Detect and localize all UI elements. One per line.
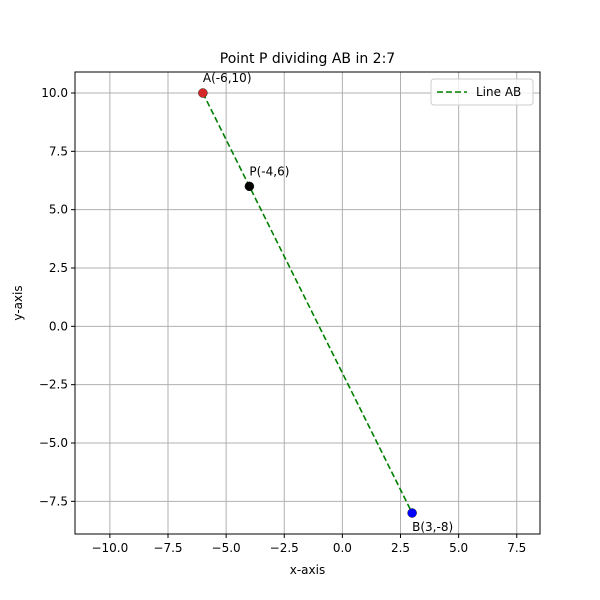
point-label: P(-4,6) (249, 164, 289, 178)
series-layer (202, 92, 413, 514)
grid (75, 72, 540, 534)
y-tick-label: −7.5 (39, 494, 68, 508)
y-tick-label: −2.5 (39, 378, 68, 392)
x-tick-label: 5.0 (449, 541, 468, 555)
x-tick-label: −7.5 (153, 541, 182, 555)
point-label: B(3,-8) (412, 520, 453, 534)
ticks-layer: −10.0 −7.5 −5.0 −2.5 0.0 2.5 5.0 7.5 −7.5 −5.0 −2.… (39, 86, 526, 555)
point-label: A(-6,10) (203, 71, 252, 85)
y-tick-label: 5.0 (49, 203, 68, 217)
axes-frame (74, 71, 541, 535)
chart-title: Point P dividing AB in 2:7 (220, 51, 395, 67)
y-tick-label: 2.5 (49, 261, 68, 275)
x-tick-label: 7.5 (507, 541, 526, 555)
y-tick-label: 0.0 (49, 319, 68, 333)
x-tick-label: −2.5 (270, 541, 299, 555)
points-layer: A(-6,10) P(-4,6) B(3,-8) (198, 71, 453, 534)
x-tick-label: −10.0 (91, 541, 128, 555)
series-line-ab (202, 92, 413, 514)
legend-label: Line AB (476, 85, 521, 99)
x-tick-label: 0.0 (333, 541, 352, 555)
y-tick-label: −5.0 (39, 436, 68, 450)
x-axis-label: x-axis (290, 563, 325, 577)
legend-box (430, 78, 534, 106)
y-tick-label: 10.0 (41, 86, 68, 100)
x-tick-label: −5.0 (212, 541, 241, 555)
legend: Line AB (430, 78, 534, 106)
x-tick-label: 2.5 (391, 541, 410, 555)
y-tick-label: 7.5 (49, 144, 68, 158)
data-point (407, 508, 417, 518)
data-point (198, 88, 208, 98)
data-point (244, 181, 255, 192)
y-axis-label: y-axis (11, 285, 25, 320)
